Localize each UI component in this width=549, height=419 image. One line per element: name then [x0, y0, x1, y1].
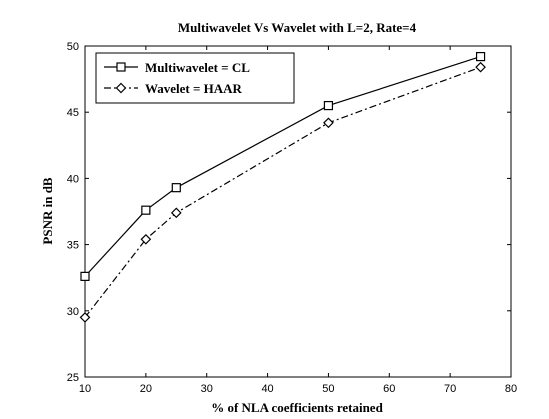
data-point-wavelet-haar: [170, 207, 182, 219]
y-tick-label: 50: [67, 41, 79, 53]
data-point-multiwavelet-cl: [80, 271, 90, 281]
x-tick-label: 60: [383, 383, 395, 395]
x-tick-label: 20: [140, 383, 152, 395]
axis-ticks: 10 20 30 40 50 60 70 80 25 30 35 40 45 50: [67, 41, 517, 395]
series-multiwavelet-cl: [80, 51, 486, 281]
data-point-multiwavelet-cl: [323, 100, 334, 111]
y-tick-label: 30: [67, 306, 79, 318]
legend-box: [95, 52, 295, 104]
x-tick-label: 50: [322, 383, 334, 395]
legend: Multiwavelet = CL Wavelet = HAAR: [95, 52, 295, 104]
x-tick-label: 30: [201, 383, 213, 395]
y-tick-label: 45: [67, 107, 79, 119]
x-tick-label: 70: [444, 383, 456, 395]
series-layer: [79, 51, 486, 323]
series-wavelet-haar: [79, 61, 486, 323]
data-point-multiwavelet-cl: [171, 183, 181, 193]
legend-marker-multiwavelet-cl: [116, 62, 126, 72]
x-axis-label: % of NLA coefficients retained: [211, 400, 383, 415]
data-point-multiwavelet-cl: [141, 205, 151, 215]
data-point-multiwavelet-cl: [475, 51, 486, 62]
legend-label-multiwavelet-cl: Multiwavelet = CL: [145, 60, 250, 75]
x-tick-label: 40: [261, 383, 273, 395]
data-point-wavelet-haar: [79, 312, 91, 323]
y-tick-label: 40: [67, 173, 79, 185]
legend-marker-wavelet-haar: [115, 82, 127, 94]
data-point-wavelet-haar: [475, 61, 486, 73]
legend-label-wavelet-haar: Wavelet = HAAR: [145, 81, 243, 96]
data-point-wavelet-haar: [140, 233, 152, 245]
y-tick-label: 35: [67, 240, 79, 252]
y-tick-label: 25: [67, 372, 79, 384]
data-point-wavelet-haar: [323, 117, 334, 129]
x-tick-label: 80: [505, 383, 517, 395]
chart-title: Multiwavelet Vs Wavelet with L=2, Rate=4: [178, 20, 417, 35]
x-tick-label: 10: [79, 383, 91, 395]
y-axis-label: PSNR in dB: [40, 177, 55, 245]
